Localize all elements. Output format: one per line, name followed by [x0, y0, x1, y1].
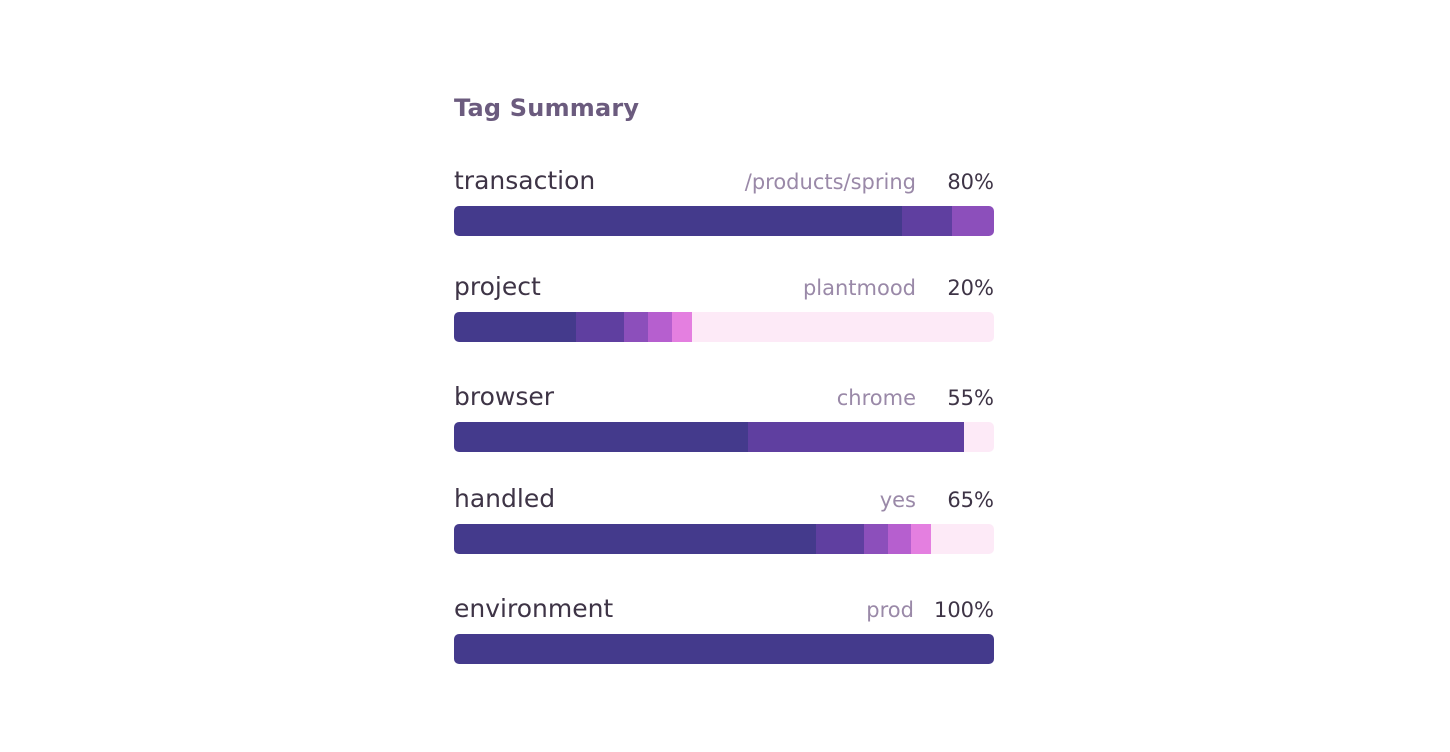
tag-row[interactable]: handled yes 65%: [454, 484, 994, 554]
bar-segment[interactable]: [911, 524, 932, 554]
tag-percent: 65%: [947, 488, 994, 512]
tag-name: environment: [454, 594, 614, 623]
tag-summary-panel: Tag Summary transaction /products/spring…: [454, 88, 994, 664]
bar-segment[interactable]: [454, 422, 748, 452]
bar-segment[interactable]: [454, 312, 577, 342]
bar-segment[interactable]: [454, 524, 816, 554]
tag-distribution-bar[interactable]: [454, 312, 994, 342]
tag-row[interactable]: browser chrome 55%: [454, 382, 994, 452]
bar-segment[interactable]: [576, 312, 625, 342]
tag-percent: 80%: [947, 170, 994, 194]
bar-segment[interactable]: [952, 206, 994, 236]
tag-distribution-bar[interactable]: [454, 422, 994, 452]
tag-name: browser: [454, 382, 555, 411]
bar-segment[interactable]: [902, 206, 953, 236]
tag-row[interactable]: transaction /products/spring 80%: [454, 166, 994, 236]
tag-percent: 100%: [933, 598, 994, 622]
tag-row[interactable]: project plantmood 20%: [454, 272, 994, 342]
bar-segment[interactable]: [887, 524, 912, 554]
tag-percent: 55%: [947, 386, 994, 410]
tag-name: project: [454, 272, 541, 301]
bar-segment[interactable]: [624, 312, 648, 342]
panel-title: Tag Summary: [454, 94, 640, 122]
tag-distribution-bar[interactable]: [454, 524, 994, 554]
tag-distribution-bar[interactable]: [454, 206, 994, 236]
bar-segment[interactable]: [454, 634, 994, 664]
tag-name: handled: [454, 484, 556, 513]
tag-name: transaction: [454, 166, 596, 195]
tag-row[interactable]: environment prod 100%: [454, 594, 994, 664]
tag-top-value: /products/spring: [744, 170, 916, 194]
bar-segment[interactable]: [647, 312, 672, 342]
bar-segment[interactable]: [454, 206, 903, 236]
tag-top-value: prod: [866, 598, 914, 622]
tag-top-value: plantmood: [802, 276, 916, 300]
tag-top-value: yes: [879, 488, 916, 512]
tag-percent: 20%: [947, 276, 994, 300]
bar-segment[interactable]: [747, 422, 964, 452]
bar-segment[interactable]: [815, 524, 864, 554]
bar-segment[interactable]: [863, 524, 888, 554]
bar-segment[interactable]: [671, 312, 692, 342]
tag-distribution-bar[interactable]: [454, 634, 994, 664]
tag-top-value: chrome: [836, 386, 916, 410]
